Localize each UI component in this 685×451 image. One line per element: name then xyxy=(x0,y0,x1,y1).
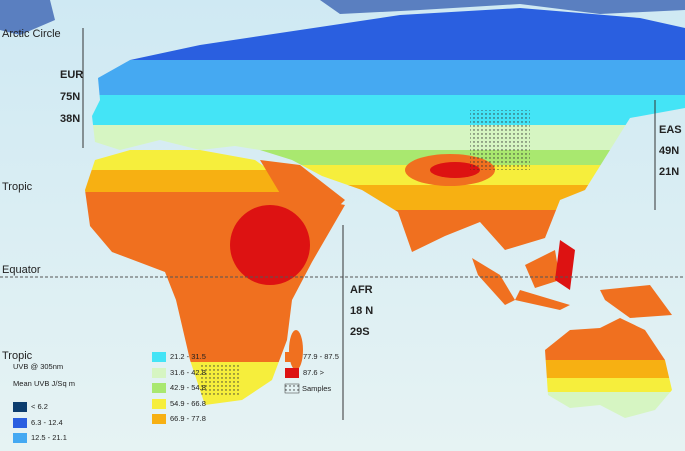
arabia xyxy=(260,160,345,225)
legend-label: 12.5 - 21.1 xyxy=(31,433,67,442)
region-south: 29S xyxy=(350,326,370,338)
latitude-label: Tropic xyxy=(2,181,33,193)
region-name: EUR xyxy=(60,69,83,81)
legend-label: Samples xyxy=(302,384,331,393)
region-north: 18 N xyxy=(350,305,373,317)
legend-swatch xyxy=(152,352,166,362)
legend-swatch xyxy=(285,368,299,378)
legend-subtitle: Mean UVB J/Sq m xyxy=(13,379,75,388)
legend-swatch xyxy=(152,383,166,393)
legend-swatch xyxy=(152,414,166,424)
polar-land xyxy=(0,0,685,35)
legend-label: 42.9 - 54.8 xyxy=(170,383,206,392)
legend-swatch xyxy=(284,383,300,394)
latitude-label: Arctic Circle xyxy=(2,28,61,40)
legend-label: 31.6 - 42.8 xyxy=(170,368,206,377)
region-north: 49N xyxy=(659,145,679,157)
legend-swatch xyxy=(13,418,27,428)
latitude-label: Equator xyxy=(2,264,41,276)
madagascar xyxy=(289,330,303,370)
region-south: 21N xyxy=(659,166,679,178)
region-north: 75N xyxy=(60,91,80,103)
legend: UVB @ 305nm Mean UVB J/Sq m Samples < 6.… xyxy=(13,352,339,443)
legend-swatch xyxy=(152,368,166,378)
legend-swatch xyxy=(152,399,166,409)
legend-label: 21.2 - 31.5 xyxy=(170,352,206,361)
legend-title: UVB @ 305nm xyxy=(13,362,63,371)
legend-label: < 6.2 xyxy=(31,402,48,411)
legend-swatch xyxy=(13,433,27,443)
legend-swatch xyxy=(13,402,27,412)
latitude-label: Tropic xyxy=(2,350,33,362)
legend-label: 6.3 - 12.4 xyxy=(31,418,63,427)
region-name: EAS xyxy=(659,124,682,136)
legend-label: 87.6 > xyxy=(303,368,325,377)
legend-label: 66.9 - 77.8 xyxy=(170,414,206,423)
legend-swatch xyxy=(285,352,299,362)
legend-label: 54.9 - 66.8 xyxy=(170,399,206,408)
legend-label: 77.9 - 87.5 xyxy=(303,352,339,361)
region-south: 38N xyxy=(60,113,80,125)
region-name: AFR xyxy=(350,284,373,296)
